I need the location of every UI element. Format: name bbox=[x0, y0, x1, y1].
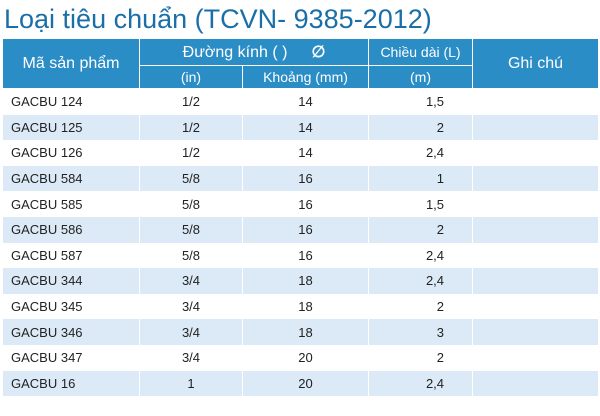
cell-note bbox=[472, 140, 600, 166]
header-diameter-label: Đường kính ( ) bbox=[182, 44, 288, 61]
table-row: GACBU 344 3/4 18 2,4 bbox=[2, 268, 600, 294]
cell-diameter-mm: 20 bbox=[241, 344, 370, 371]
cell-code: GACBU 584 bbox=[2, 165, 140, 192]
cell-diameter-mm: 16 bbox=[241, 216, 370, 243]
cell-diameter-in: 5/8 bbox=[139, 191, 243, 217]
cell-code: GACBU 126 bbox=[2, 140, 140, 166]
cell-code: GACBU 587 bbox=[2, 242, 140, 269]
header-in-unit: (in) bbox=[139, 65, 243, 89]
table-row: GACBU 585 5/8 16 1,5 bbox=[2, 191, 600, 217]
cell-note bbox=[472, 191, 600, 217]
cell-code: GACBU 585 bbox=[2, 191, 140, 217]
table-row: GACBU 126 1/2 14 2,4 bbox=[2, 140, 600, 166]
cell-length: 2 bbox=[368, 293, 474, 320]
cell-diameter-in: 3/4 bbox=[139, 293, 243, 320]
cell-note bbox=[472, 88, 600, 115]
cell-code: GACBU 125 bbox=[2, 114, 140, 141]
page-title: Loại tiêu chuẩn (TCVN- 9385-2012) bbox=[4, 4, 432, 34]
header-code: Mã sản phẩm bbox=[2, 38, 140, 89]
cell-code: GACBU 16 bbox=[2, 370, 140, 397]
cell-length: 1,5 bbox=[368, 191, 474, 217]
cell-length: 2 bbox=[368, 344, 474, 371]
cell-length: 2,4 bbox=[368, 370, 474, 397]
cell-diameter-in: 5/8 bbox=[139, 216, 243, 243]
cell-code: GACBU 586 bbox=[2, 216, 140, 243]
cell-diameter-in: 3/4 bbox=[139, 268, 243, 294]
table-row: GACBU 586 5/8 16 2 bbox=[2, 216, 600, 243]
cell-diameter-mm: 18 bbox=[241, 319, 370, 345]
cell-diameter-in: 3/4 bbox=[139, 319, 243, 345]
cell-note bbox=[472, 216, 600, 243]
table-row: GACBU 345 3/4 18 2 bbox=[2, 293, 600, 320]
cell-diameter-mm: 14 bbox=[241, 114, 370, 141]
cell-diameter-in: 5/8 bbox=[139, 165, 243, 192]
cell-diameter-in: 1/2 bbox=[139, 114, 243, 141]
cell-diameter-in: 1/2 bbox=[139, 140, 243, 166]
cell-length: 2,4 bbox=[368, 140, 474, 166]
cell-note bbox=[472, 319, 600, 345]
spec-table: Mã sản phẩm Đường kính ( ) ∅ Chiều dài (L… bbox=[2, 38, 600, 397]
cell-note bbox=[472, 370, 600, 397]
cell-code: GACBU 344 bbox=[2, 268, 140, 294]
cell-diameter-mm: 14 bbox=[241, 88, 370, 115]
cell-note bbox=[472, 293, 600, 320]
cell-diameter-mm: 16 bbox=[241, 165, 370, 192]
cell-length: 2 bbox=[368, 216, 474, 243]
cell-diameter-mm: 16 bbox=[241, 242, 370, 269]
cell-length: 2,4 bbox=[368, 242, 474, 269]
cell-diameter-in: 3/4 bbox=[139, 344, 243, 371]
header-m-unit: (m) bbox=[368, 65, 474, 89]
table-row: GACBU 347 3/4 20 2 bbox=[2, 344, 600, 371]
cell-note bbox=[472, 344, 600, 371]
cell-diameter-in: 1 bbox=[139, 370, 243, 397]
header-diameter: Đường kính ( ) ∅ bbox=[138, 38, 370, 66]
cell-diameter-in: 5/8 bbox=[139, 242, 243, 269]
cell-note bbox=[472, 268, 600, 294]
cell-length: 1,5 bbox=[368, 88, 474, 115]
header-note: Ghi chú bbox=[472, 38, 600, 89]
table-row: GACBU 16 1 20 2,4 bbox=[2, 370, 600, 397]
header-length: Chiều dài (L) bbox=[368, 38, 474, 66]
cell-length: 3 bbox=[368, 319, 474, 345]
cell-diameter-mm: 14 bbox=[241, 140, 370, 166]
cell-code: GACBU 345 bbox=[2, 293, 140, 320]
cell-length: 2 bbox=[368, 114, 474, 141]
table-row: GACBU 587 5/8 16 2,4 bbox=[2, 242, 600, 269]
cell-diameter-in: 1/2 bbox=[139, 88, 243, 115]
cell-length: 1 bbox=[368, 165, 474, 192]
cell-length: 2,4 bbox=[368, 268, 474, 294]
cell-code: GACBU 347 bbox=[2, 344, 140, 371]
table-row: GACBU 124 1/2 14 1,5 bbox=[2, 88, 600, 115]
cell-diameter-mm: 18 bbox=[241, 268, 370, 294]
cell-note bbox=[472, 114, 600, 141]
cell-diameter-mm: 18 bbox=[241, 293, 370, 320]
cell-diameter-mm: 20 bbox=[241, 370, 370, 397]
diameter-symbol-icon: ∅ bbox=[311, 44, 326, 61]
cell-diameter-mm: 16 bbox=[241, 191, 370, 217]
table-row: GACBU 584 5/8 16 1 bbox=[2, 165, 600, 192]
cell-code: GACBU 124 bbox=[2, 88, 140, 115]
table-row: GACBU 125 1/2 14 2 bbox=[2, 114, 600, 141]
cell-code: GACBU 346 bbox=[2, 319, 140, 345]
cell-note bbox=[472, 242, 600, 269]
table-row: GACBU 346 3/4 18 3 bbox=[2, 319, 600, 345]
header-mm-unit: Khoảng (mm) bbox=[241, 65, 370, 89]
cell-note bbox=[472, 165, 600, 192]
